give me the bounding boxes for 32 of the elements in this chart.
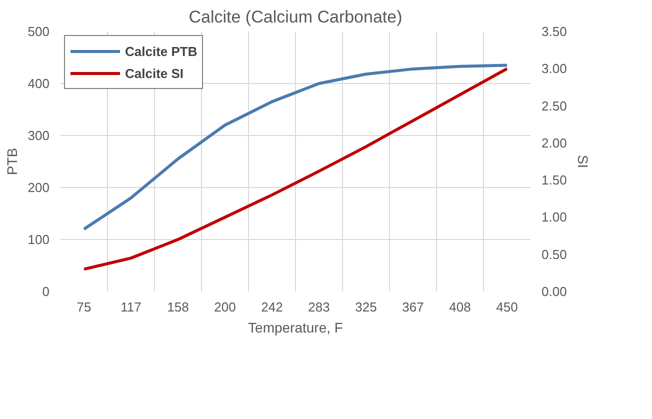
x-tick-label: 117 [120,300,142,314]
line-series [82,64,508,231]
x-tick-label: 367 [402,300,424,314]
line-series [82,67,508,271]
x-tick-label: 283 [308,300,330,314]
y2-tick-label: 0.50 [542,246,567,262]
x-tick-label: 242 [261,300,283,314]
chart-title: Calcite (Calcium Carbonate) [188,8,402,26]
y2-tick-label: 1.50 [542,172,567,188]
y-tick-label: 400 [28,76,50,91]
y-tick-label: 200 [28,180,50,195]
x-tick-label: 450 [496,300,518,314]
legend-label: Calcite PTB [125,44,198,58]
legend-label: Calcite SI [125,66,184,80]
y-axis-title: PTB [4,148,20,176]
y2-tick-label: 3.50 [542,24,567,39]
x-tick-label: 408 [449,300,471,314]
x-tick-label: 158 [167,300,189,314]
y-tick-label: 100 [28,232,50,247]
y-tick-label: 0 [42,284,50,299]
y-tick-label: 500 [28,24,50,39]
x-axis-title: Temperature, F [248,320,343,336]
y2-tick-label: 2.50 [542,98,567,114]
x-tick-label: 325 [355,300,377,314]
y2-tick-label: 3.00 [542,61,567,76]
x-tick-label: 75 [76,300,92,314]
x-tick-label: 200 [214,300,236,314]
y2-tick-label: 1.00 [542,210,567,225]
y2-tick-label: 2.00 [542,135,567,150]
y2-tick-label: 0.00 [542,284,567,299]
y2-axis-title: SI [574,154,591,168]
y-tick-label: 300 [28,128,50,143]
